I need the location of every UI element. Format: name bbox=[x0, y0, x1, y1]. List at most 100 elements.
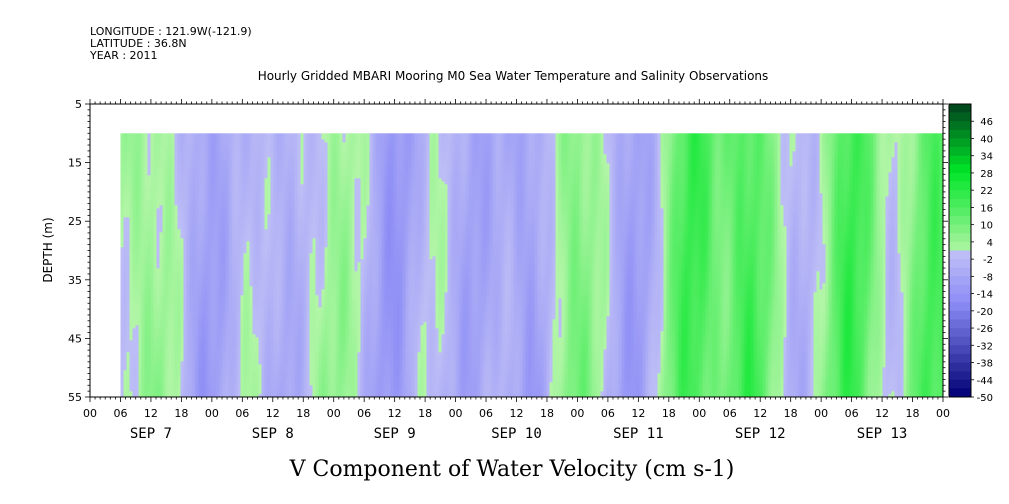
heatmap-cell bbox=[163, 178, 166, 181]
heatmap-cell bbox=[241, 199, 244, 202]
heatmap-cell bbox=[136, 178, 139, 181]
heatmap-cell bbox=[160, 154, 163, 157]
heatmap-cell bbox=[190, 346, 193, 349]
heatmap-cell bbox=[127, 310, 130, 313]
heatmap-cell bbox=[190, 166, 193, 169]
heatmap-cell bbox=[142, 217, 145, 220]
heatmap-cell bbox=[247, 259, 250, 262]
heatmap-cell bbox=[202, 289, 205, 292]
heatmap-cell bbox=[178, 295, 181, 298]
heatmap-cell bbox=[178, 310, 181, 313]
heatmap-cell bbox=[286, 370, 289, 373]
heatmap-cell bbox=[265, 307, 268, 310]
heatmap-cell bbox=[169, 166, 172, 169]
heatmap-cell bbox=[154, 229, 157, 232]
heatmap-cell bbox=[247, 136, 250, 139]
heatmap-cell bbox=[286, 271, 289, 274]
heatmap-cell bbox=[289, 220, 292, 223]
heatmap-cell bbox=[280, 337, 283, 340]
heatmap-cell bbox=[205, 388, 208, 391]
heatmap-cell bbox=[187, 256, 190, 259]
heatmap-cell bbox=[124, 379, 127, 382]
heatmap-cell bbox=[271, 391, 274, 394]
heatmap-cell bbox=[175, 232, 178, 235]
heatmap-cell bbox=[154, 202, 157, 205]
heatmap-cell bbox=[175, 169, 178, 172]
heatmap-cell bbox=[190, 199, 193, 202]
heatmap-cell bbox=[136, 364, 139, 367]
heatmap-cell bbox=[235, 271, 238, 274]
heatmap-cell bbox=[286, 310, 289, 313]
heatmap-cell bbox=[139, 199, 142, 202]
heatmap-cell bbox=[181, 325, 184, 328]
heatmap-cell bbox=[283, 256, 286, 259]
heatmap-cell bbox=[148, 328, 151, 331]
heatmap-cell bbox=[139, 181, 142, 184]
heatmap-cell bbox=[268, 358, 271, 361]
heatmap-cell bbox=[142, 388, 145, 391]
heatmap-cell bbox=[283, 262, 286, 265]
heatmap-cell bbox=[193, 169, 196, 172]
heatmap-cell bbox=[157, 163, 160, 166]
heatmap-cell bbox=[154, 151, 157, 154]
heatmap-cell bbox=[160, 187, 163, 190]
heatmap-cell bbox=[268, 328, 271, 331]
heatmap-cell bbox=[139, 169, 142, 172]
heatmap-cell bbox=[208, 184, 211, 187]
heatmap-cell bbox=[268, 205, 271, 208]
heatmap-cell bbox=[214, 283, 217, 286]
heatmap-cell bbox=[220, 310, 223, 313]
heatmap-cell bbox=[187, 283, 190, 286]
heatmap-cell bbox=[289, 160, 292, 163]
heatmap-cell bbox=[148, 301, 151, 304]
heatmap-cell bbox=[265, 214, 268, 217]
heatmap-cell bbox=[190, 358, 193, 361]
heatmap-cell bbox=[256, 151, 259, 154]
heatmap-cell bbox=[250, 385, 253, 388]
heatmap-cell bbox=[271, 340, 274, 343]
heatmap-cell bbox=[154, 148, 157, 151]
heatmap-cell bbox=[148, 298, 151, 301]
heatmap-cell bbox=[121, 250, 124, 253]
heatmap-cell bbox=[202, 229, 205, 232]
heatmap-cell bbox=[181, 157, 184, 160]
heatmap-cell bbox=[184, 322, 187, 325]
heatmap-cell bbox=[163, 220, 166, 223]
heatmap-cell bbox=[184, 379, 187, 382]
heatmap-cell bbox=[139, 271, 142, 274]
heatmap-cell bbox=[166, 355, 169, 358]
heatmap-cell bbox=[241, 316, 244, 319]
heatmap-cell bbox=[256, 331, 259, 334]
heatmap-cell bbox=[244, 232, 247, 235]
heatmap-cell bbox=[208, 160, 211, 163]
heatmap-cell bbox=[163, 223, 166, 226]
heatmap-cell bbox=[178, 343, 181, 346]
heatmap-cell bbox=[187, 388, 190, 391]
heatmap-cell bbox=[133, 286, 136, 289]
heatmap-cell bbox=[235, 331, 238, 334]
heatmap-cell bbox=[187, 172, 190, 175]
heatmap-cell bbox=[244, 376, 247, 379]
heatmap-cell bbox=[247, 301, 250, 304]
heatmap-cell bbox=[136, 208, 139, 211]
heatmap-cell bbox=[265, 172, 268, 175]
heatmap-cell bbox=[265, 286, 268, 289]
heatmap-cell bbox=[226, 193, 229, 196]
heatmap-cell bbox=[184, 289, 187, 292]
heatmap-cell bbox=[229, 193, 232, 196]
heatmap-cell bbox=[184, 277, 187, 280]
heatmap-cell bbox=[172, 208, 175, 211]
heatmap-cell bbox=[241, 376, 244, 379]
heatmap-cell bbox=[196, 373, 199, 376]
heatmap-cell bbox=[202, 166, 205, 169]
heatmap-cell bbox=[277, 289, 280, 292]
heatmap-cell bbox=[199, 262, 202, 265]
heatmap-cell bbox=[121, 199, 124, 202]
heatmap-cell bbox=[241, 334, 244, 337]
heatmap-cell bbox=[235, 217, 238, 220]
heatmap-cell bbox=[172, 178, 175, 181]
heatmap-cell bbox=[229, 298, 232, 301]
heatmap-cell bbox=[175, 316, 178, 319]
heatmap-cell bbox=[172, 355, 175, 358]
heatmap-cell bbox=[178, 181, 181, 184]
